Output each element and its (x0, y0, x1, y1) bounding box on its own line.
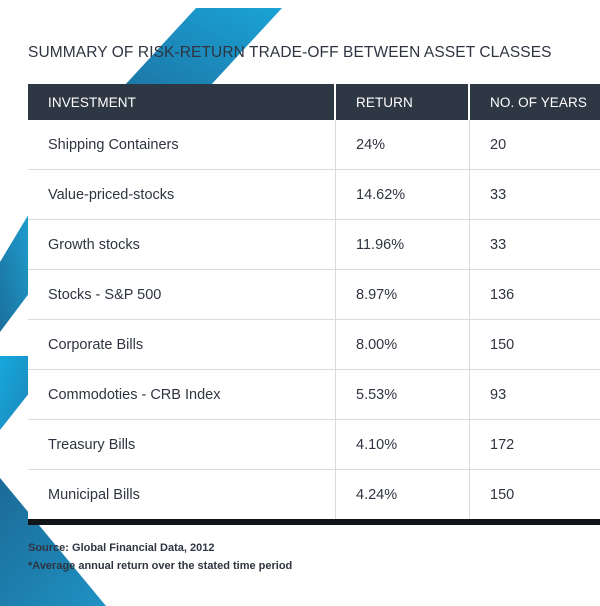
average-return-note: *Average annual return over the stated t… (28, 560, 293, 572)
cell-return: 24% (336, 120, 470, 170)
cell-investment: Shipping Containers (28, 120, 336, 170)
cell-investment: Commodoties - CRB Index (28, 370, 336, 420)
header-investment: INVESTMENT (28, 84, 336, 120)
cell-years: 20 (470, 120, 600, 170)
table-header: INVESTMENT RETURN NO. OF YEARS (28, 84, 600, 120)
risk-return-table: INVESTMENT RETURN NO. OF YEARS Shipping … (28, 84, 600, 519)
cell-return: 8.00% (336, 320, 470, 370)
stripe-bottom (0, 478, 106, 606)
cell-investment: Corporate Bills (28, 320, 336, 370)
cell-investment: Stocks - S&P 500 (28, 270, 336, 320)
table-row: Stocks - S&P 500 8.97% 136 (28, 270, 600, 320)
table-row: Municipal Bills 4.24% 150 (28, 470, 600, 519)
table-row: Growth stocks 11.96% 33 (28, 220, 600, 270)
risk-return-table-container: INVESTMENT RETURN NO. OF YEARS Shipping … (28, 84, 600, 525)
cell-years: 150 (470, 470, 600, 519)
stripe-top (124, 8, 282, 86)
header-years: NO. OF YEARS (470, 84, 600, 120)
cell-investment: Value-priced-stocks (28, 170, 336, 220)
cell-investment: Municipal Bills (28, 470, 336, 519)
cell-investment: Treasury Bills (28, 420, 336, 470)
table-bottom-rule (28, 519, 600, 525)
stripe-left-middle (0, 356, 30, 430)
table-row: Treasury Bills 4.10% 172 (28, 420, 600, 470)
cell-return: 11.96% (336, 220, 470, 270)
cell-years: 150 (470, 320, 600, 370)
table-row: Corporate Bills 8.00% 150 (28, 320, 600, 370)
page-title: SUMMARY OF RISK-RETURN TRADE-OFF BETWEEN… (28, 44, 552, 61)
cell-return: 8.97% (336, 270, 470, 320)
table-row: Value-priced-stocks 14.62% 33 (28, 170, 600, 220)
table-row: Commodoties - CRB Index 5.53% 93 (28, 370, 600, 420)
cell-return: 4.10% (336, 420, 470, 470)
cell-years: 93 (470, 370, 600, 420)
cell-investment: Growth stocks (28, 220, 336, 270)
source-note: Source: Global Financial Data, 2012 (28, 542, 215, 554)
cell-years: 172 (470, 420, 600, 470)
header-return: RETURN (336, 84, 470, 120)
cell-return: 4.24% (336, 470, 470, 519)
cell-years: 136 (470, 270, 600, 320)
table-row: Shipping Containers 24% 20 (28, 120, 600, 170)
header-row: INVESTMENT RETURN NO. OF YEARS (28, 84, 600, 120)
cell-return: 14.62% (336, 170, 470, 220)
table-body: Shipping Containers 24% 20 Value-priced-… (28, 120, 600, 519)
cell-return: 5.53% (336, 370, 470, 420)
cell-years: 33 (470, 170, 600, 220)
stripe-left-upper (0, 212, 30, 332)
cell-years: 33 (470, 220, 600, 270)
